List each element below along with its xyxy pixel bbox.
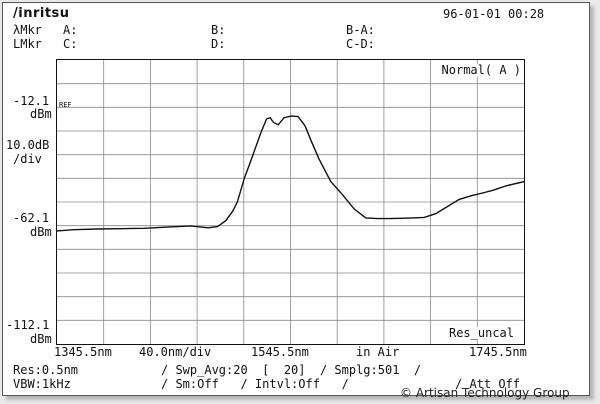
y-bottom-unit: dBm <box>30 332 52 346</box>
level-marker-label: LMkr <box>13 37 42 51</box>
marker-cd-readout: C-D: <box>346 37 375 51</box>
marker-b-readout: B: <box>211 23 226 37</box>
trace-mode-label: Normal( A ) <box>441 63 521 77</box>
chart-series <box>57 115 524 232</box>
attenuator-setting: / Att Off <box>455 377 521 391</box>
reference-level-marker: REF <box>59 101 72 109</box>
y-scale-unit: /div <box>13 152 42 166</box>
sweep-average-setting: / Swp_Avg:20 [ 20] / Smplg:501 / <box>161 363 422 377</box>
spectrum-plot: Normal( A ) Res_uncal REF <box>56 59 525 345</box>
spectrum-trace-line <box>57 115 524 232</box>
datetime-readout: 96-01-01 00:28 <box>443 7 545 21</box>
y-bottom-value: -112.1 <box>6 318 50 332</box>
x-medium-label: in Air <box>356 345 400 359</box>
spectrum-chart <box>57 60 524 344</box>
y-mid-unit: dBm <box>30 225 52 239</box>
brand-logo: /inritsu <box>13 6 70 21</box>
resolution-setting: Res:0.5nm <box>13 363 79 377</box>
y-mid-value: -62.1 <box>13 211 50 225</box>
instrument-screen: /inritsu 96-01-01 00:28 λMkr A: B: B-A: … <box>2 2 590 396</box>
resolution-status-label: Res_uncal <box>448 326 514 340</box>
marker-d-readout: D: <box>211 37 226 51</box>
x-per-div-label: 40.0nm/div <box>139 345 212 359</box>
smoothing-interval-setting: / Sm:Off / Intvl:Off / <box>161 377 349 391</box>
x-center-label: 1545.5nm <box>251 345 309 359</box>
vbw-setting: VBW:1kHz <box>13 377 71 391</box>
marker-ba-readout: B-A: <box>346 23 375 37</box>
x-start-label: 1345.5nm <box>54 345 112 359</box>
y-top-unit: dBm <box>30 107 52 121</box>
chart-grid <box>57 60 524 344</box>
wavelength-marker-label: λMkr <box>13 23 42 37</box>
marker-a-readout: A: <box>63 23 78 37</box>
x-stop-label: 1745.5nm <box>469 345 527 359</box>
watermark-text: © Artisan Technology Group <box>400 386 570 400</box>
y-top-value: -12.1 <box>13 94 50 108</box>
y-scale-value: 10.0dB <box>6 138 50 152</box>
marker-c-readout: C: <box>63 37 78 51</box>
